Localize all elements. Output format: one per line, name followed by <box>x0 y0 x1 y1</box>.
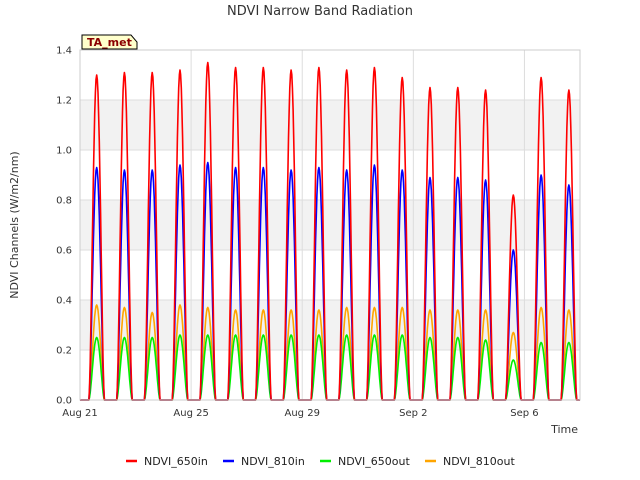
legend: NDVI_650in NDVI_810in NDVI_650out NDVI_810o… <box>126 455 515 468</box>
x-tick-label: Sep 6 <box>510 408 538 419</box>
y-tick-label: 0.6 <box>56 246 72 257</box>
background-band <box>80 150 580 200</box>
chart-title: NDVI Narrow Band Radiation <box>227 4 413 19</box>
y-tick-label: 1.2 <box>56 96 72 107</box>
legend-label: NDVI_650out <box>338 455 410 468</box>
y-tick-label: 0.2 <box>56 346 72 357</box>
badge-shape <box>81 34 138 50</box>
plot-frame <box>79 49 581 401</box>
background-band <box>80 350 580 400</box>
x-axis-ticks: Aug 21 Aug 25 Aug 29 Sep 2 Sep 6 <box>62 408 538 419</box>
x-tick-label: Aug 29 <box>285 408 320 419</box>
background-band <box>80 100 580 150</box>
x-tick-label: Sep 2 <box>399 408 427 419</box>
x-axis-label: Time <box>550 423 578 436</box>
y-tick-label: 0.0 <box>56 396 72 407</box>
y-tick-label: 0.8 <box>56 196 72 207</box>
background-band <box>80 250 580 300</box>
plot-background <box>80 50 580 400</box>
y-tick-label: 1.0 <box>56 146 72 157</box>
badge-label: TA_met <box>87 36 132 49</box>
y-axis-ticks: 0.0 0.2 0.4 0.6 0.8 1.0 1.2 1.4 <box>56 46 72 407</box>
y-axis-label: NDVI Channels (W/m2/nm) <box>8 151 21 298</box>
background-band <box>80 50 580 100</box>
background-band <box>80 300 580 350</box>
x-tick-label: Aug 21 <box>62 408 97 419</box>
y-tick-label: 1.4 <box>56 46 72 57</box>
y-tick-label: 0.4 <box>56 296 72 307</box>
legend-label: NDVI_810out <box>443 455 515 468</box>
x-tick-label: Aug 25 <box>173 408 208 419</box>
legend-label: NDVI_810in <box>241 455 305 468</box>
background-band <box>80 200 580 250</box>
legend-label: NDVI_650in <box>144 455 208 468</box>
ta-met-badge: TA_met <box>81 34 138 50</box>
